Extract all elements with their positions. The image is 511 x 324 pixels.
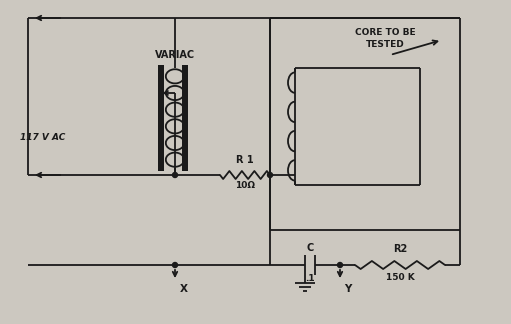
Text: R 1: R 1 <box>236 155 254 165</box>
Circle shape <box>173 262 177 268</box>
Text: CORE TO BE: CORE TO BE <box>355 28 415 37</box>
Text: 10Ω: 10Ω <box>235 181 255 190</box>
Text: C: C <box>307 243 314 253</box>
Text: TESTED: TESTED <box>366 40 404 49</box>
Text: R2: R2 <box>393 244 407 254</box>
Text: .1: .1 <box>305 274 315 283</box>
Circle shape <box>173 172 177 178</box>
Text: VARIAC: VARIAC <box>155 50 195 60</box>
Text: X: X <box>180 284 188 294</box>
Text: 150 K: 150 K <box>386 273 414 282</box>
Bar <box>182 65 188 171</box>
Circle shape <box>337 262 342 268</box>
Text: 117 V AC: 117 V AC <box>20 133 65 143</box>
Bar <box>158 65 164 171</box>
Circle shape <box>267 172 272 178</box>
Text: Y: Y <box>344 284 352 294</box>
